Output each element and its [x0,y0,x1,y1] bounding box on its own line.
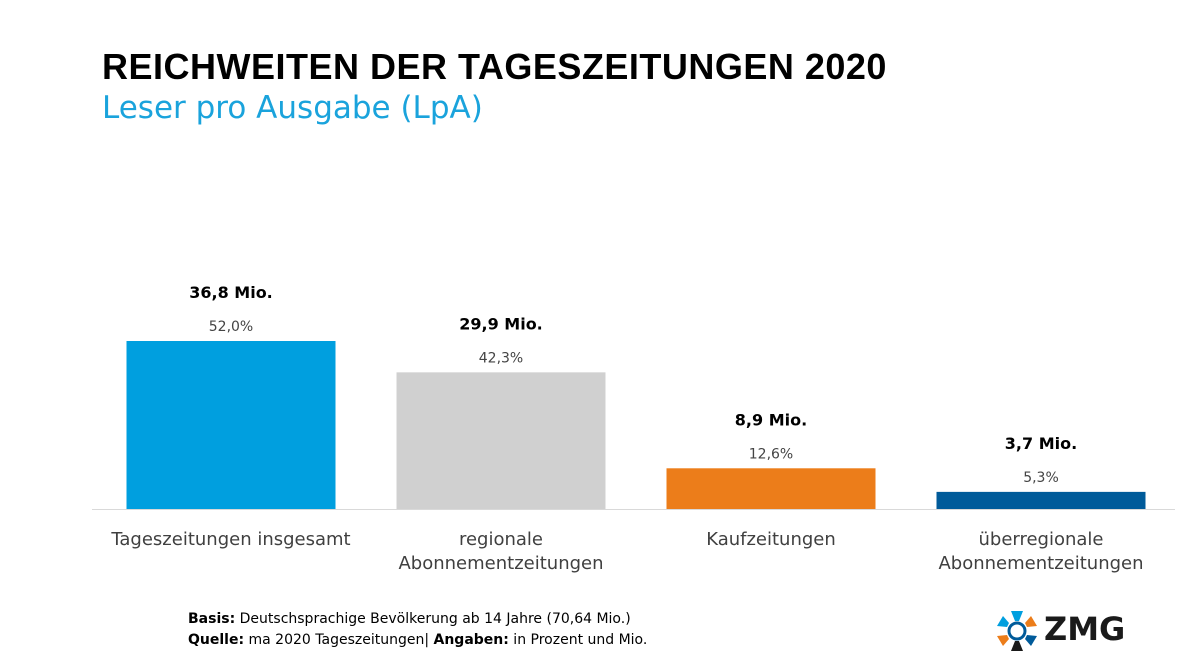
basis-label: Basis: [188,611,236,627]
chart-subtitle: Leser pro Ausgabe (LpA) [102,90,483,126]
absolute-label-4: 3,7 Mio. [1005,434,1077,453]
chart-footer: Basis: Deutschsprachige Bevölkerung ab 1… [188,609,647,651]
bar-3 [666,468,876,509]
zmg-logo: ZMG [992,606,1142,656]
basis-text: Deutschsprachige Bevölkerung ab 14 Jahre… [235,611,631,627]
category-label-2-line-2: Abonnementzeitungen [398,553,603,574]
absolute-label-1: 36,8 Mio. [189,283,273,302]
chart-title: REICHWEITEN DER TAGESZEITUNGEN 2020 [102,46,887,87]
value-label-3: 12,6% [749,446,793,462]
absolute-label-2: 29,9 Mio. [459,314,543,333]
value-label-4: 5,3% [1023,470,1059,486]
zmg-ring-logo-icon [997,611,1037,651]
absolute-label-3: 8,9 Mio. [735,410,807,429]
category-label-3: Kaufzeitungen [706,529,836,550]
footer-basis: Basis: Deutschsprachige Bevölkerung ab 1… [188,609,647,630]
category-label-4-line-2: Abonnementzeitungen [938,553,1143,574]
source-label: Quelle: [188,632,245,648]
zmg-logo-text: ZMG [1044,610,1126,648]
bar-4 [936,491,1146,509]
category-label-1: Tageszeitungen insgesamt [110,529,350,550]
units-text: in Prozent und Mio. [508,632,648,648]
source-text: ma 2020 Tageszeitungen| [244,632,434,648]
category-label-2-line-1: regionale [459,529,543,550]
value-label-2: 42,3% [479,350,523,366]
bar-chart: 52,0% 36,8 Mio. Tageszeitungen insgesamt 42… [92,283,1175,574]
footer-source: Quelle: ma 2020 Tageszeitungen| Angaben:… [188,630,647,651]
category-label-4-line-1: überregionale [978,529,1103,550]
units-label: Angaben: [433,632,509,648]
bar-2 [396,372,606,509]
bar-1 [126,341,336,509]
value-label-1: 52,0% [209,319,253,335]
